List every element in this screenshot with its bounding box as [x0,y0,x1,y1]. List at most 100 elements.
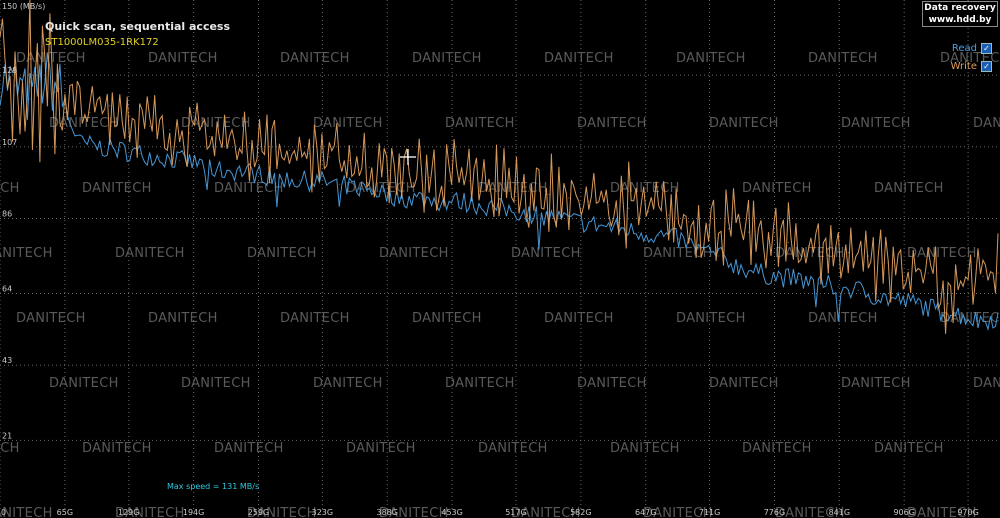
y-axis-label: 150 (MB/s) [2,2,45,11]
watermark-text: DANITECH [445,116,515,131]
watermark-text: DANITECH [709,376,779,391]
x-tick-label: 517G [505,508,526,517]
data-point-read [29,98,31,100]
data-point-write [169,129,171,131]
read-checkbox[interactable]: ✓ [981,42,992,54]
data-point-write [927,272,929,274]
watermark-text: DANITECH [973,376,1000,391]
data-point-read [877,296,879,298]
data-point-write [947,303,949,305]
data-point-read [598,224,600,226]
watermark-text: DANITECH [313,376,383,391]
max-speed-label: Max speed = 131 MB/s [167,482,259,491]
watermark-text: DANITECH [676,51,746,66]
data-point-write [568,197,570,199]
data-point-read [478,204,480,206]
data-point-write [228,139,231,141]
watermark-text: DANITECH [577,376,647,391]
data-point-write [288,149,291,151]
data-point-write [767,238,770,240]
data-point-write [907,269,909,271]
data-point-read [278,176,281,179]
write-checkbox[interactable]: ✓ [981,60,992,72]
data-point-read [857,289,859,291]
data-point-read [797,279,800,281]
data-point-write [29,81,31,83]
data-point-read [937,310,939,312]
data-point-write [189,132,191,134]
x-tick-label: 65G [57,508,73,517]
data-point-write [89,112,91,114]
x-tick-label: 647G [635,508,656,517]
data-point-write [707,224,710,226]
data-point-write [608,204,610,206]
legend-item-read[interactable]: Read ✓ [922,39,992,57]
watermark-text: DANITECH [148,311,218,326]
y-tick-label: 107 [2,138,17,147]
data-point-write [428,176,430,179]
data-point-read [338,183,340,185]
watermark-text: DANITECH [280,311,350,326]
data-point-read [957,313,959,315]
x-tick-label: 970G [957,508,978,517]
watermark-text: DANITECH [115,246,185,261]
data-point-read [897,299,899,301]
drive-model: ST1000LM035-1RK172 [45,37,159,48]
data-point-read [997,316,999,319]
data-point-read [917,303,919,305]
data-point-read [837,286,839,288]
data-point-write [408,173,410,175]
watermark-text: DANITECH [181,376,251,391]
crosshair-cursor-icon [400,149,416,165]
legend: Read ✓ Write ✓ [922,39,992,75]
watermark-text: DANITECH [775,506,845,518]
data-point-write [787,241,790,243]
x-tick-label: 194G [183,508,204,517]
x-tick-label: 0 [1,508,6,517]
watermark-text: DANITECH [478,441,548,456]
data-point-write [65,98,67,100]
data-point-write [668,214,670,216]
watermark-text: DANITECH [841,116,911,131]
data-point-read [238,170,241,172]
watermark-text: DANITECH [907,506,977,518]
data-point-write [648,211,650,213]
data-point-write [588,200,590,202]
data-point-read [418,197,420,199]
y-tick-label: 128 [2,66,17,75]
watermark-text: DANITECH [577,116,647,131]
data-point-write [54,91,56,93]
data-point-write [448,180,450,182]
data-point-read [817,282,819,284]
x-tick-label: 259G [248,508,269,517]
x-tick-label: 323G [312,508,333,517]
data-point-read [558,217,560,220]
watermark-text: DANITECH [49,376,119,391]
x-tick-label: 906G [893,508,914,517]
watermark-text: DANITECH [742,181,812,196]
y-tick-labels: 21 43 64 86 107 128 [2,66,17,440]
watermark-text: DANITECH [0,181,20,196]
legend-item-write[interactable]: Write ✓ [922,57,992,75]
brand-line-1: Data recovery [924,3,996,13]
data-point-write [328,156,330,158]
x-tick-label: 582G [570,508,591,517]
watermark-text: DANITECH [511,246,581,261]
data-point-read [658,234,660,237]
watermark-text: DANITECH [379,506,449,518]
data-point-read [717,255,720,257]
watermark-text: DANITECH [808,311,878,326]
data-point-write [149,125,151,127]
data-point-read [139,153,141,155]
data-point-read [678,238,680,240]
data-point-read [757,272,760,274]
y-tick-label: 64 [2,285,12,294]
data-point-write [488,183,490,185]
chart-title: Quick scan, sequential access [45,20,230,33]
watermark-text: DANITECH [280,51,350,66]
legend-label-write: Write [950,60,977,72]
data-point-read [0,74,1,76]
watermark-text: DANITECH [82,181,152,196]
watermark-text: DANITECH [412,311,482,326]
